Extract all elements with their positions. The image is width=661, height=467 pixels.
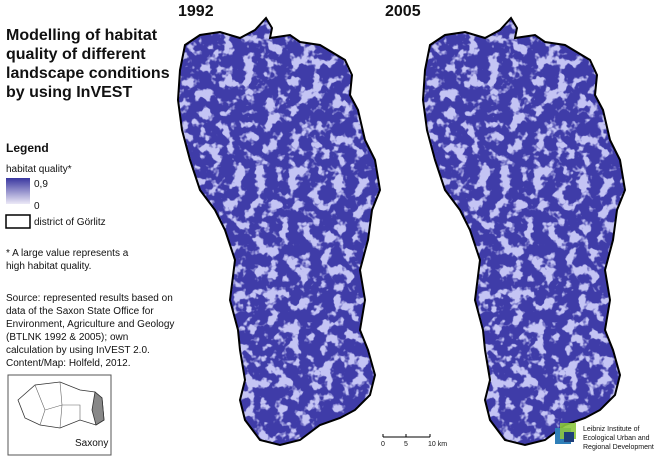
legend-ramp — [6, 178, 30, 204]
legend-low: 0 — [34, 201, 40, 212]
scale-label: 0 — [381, 441, 385, 448]
title-line: Modelling of habitat — [6, 27, 158, 44]
legend-high: 0,9 — [34, 179, 48, 190]
logo-line: Leibniz Institute of — [583, 426, 639, 433]
map-1992: 1992 — [177, 3, 381, 446]
logo-line: Regional Development — [583, 444, 654, 451]
logo-line: Ecological Urban and — [583, 435, 650, 442]
title-line: by using InVEST — [6, 84, 132, 101]
scale-bar: 0 5 10 km — [381, 434, 447, 448]
inset-map: Saxony — [7, 374, 112, 456]
inset-label: Saxony — [75, 438, 108, 449]
source-line: calculation by using InVEST 2.0. — [6, 345, 150, 356]
source-line: (BTLNK 1992 & 2005); own — [6, 332, 128, 343]
note-line: high habitat quality. — [6, 261, 91, 272]
legend-outline-swatch — [5, 214, 31, 229]
note: * A large value represents a high habita… — [6, 248, 129, 272]
map-label: 2005 — [385, 3, 421, 20]
legend: Legend habitat quality* 0,9 0 district o… — [5, 141, 106, 229]
scale-label: 10 km — [428, 441, 447, 448]
map-texture — [423, 18, 625, 445]
source-line: Source: represented results based on — [6, 293, 173, 304]
source-line: data of the Saxon State Office for — [6, 306, 154, 317]
source-line: Environment, Agriculture and Geology — [6, 319, 174, 330]
title-line: landscape conditions — [6, 65, 170, 82]
legend-district: district of Görlitz — [34, 217, 106, 228]
scale-label: 5 — [404, 441, 408, 448]
map-2005: 2005 — [385, 3, 626, 446]
inset-boundaries — [34, 381, 81, 429]
legend-heading: Legend — [6, 141, 49, 155]
map-texture — [178, 18, 380, 445]
logo-square — [564, 432, 574, 442]
logo: Leibniz Institute of Ecological Urban an… — [555, 423, 654, 451]
inset-highlight — [91, 391, 105, 426]
note-line: * A large value represents a — [6, 248, 129, 259]
title: Modelling of habitat quality of differen… — [6, 27, 170, 101]
legend-label: habitat quality* — [6, 164, 72, 175]
map-label: 1992 — [178, 3, 214, 20]
title-line: quality of different — [6, 46, 146, 63]
source-line: Content/Map: Holfeld, 2012. — [6, 358, 131, 369]
source: Source: represented results based on dat… — [6, 293, 174, 369]
